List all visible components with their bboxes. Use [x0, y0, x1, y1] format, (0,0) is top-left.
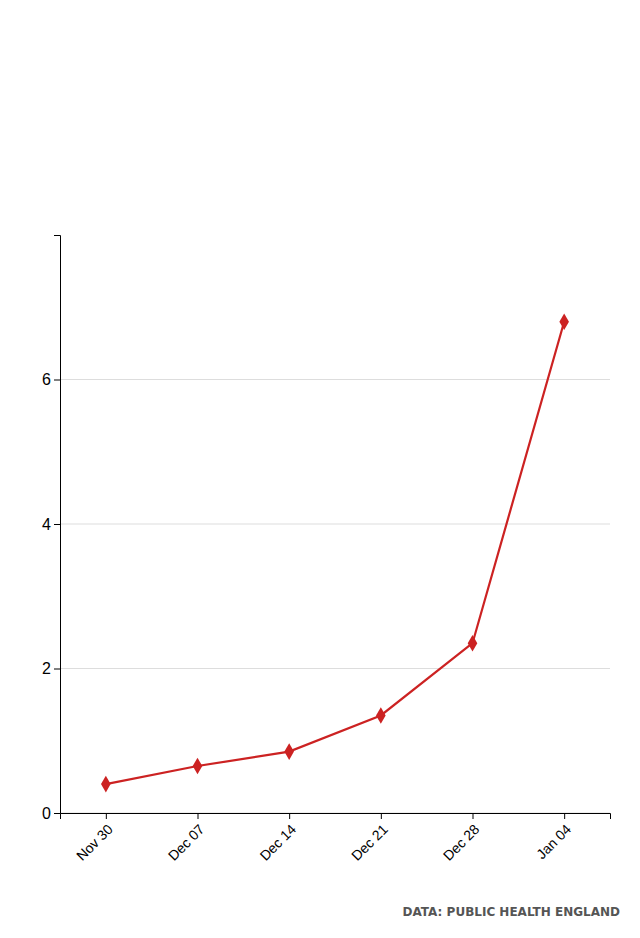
x-tick-mark	[106, 813, 107, 819]
y-tick-mark	[54, 669, 60, 670]
x-tick-mark	[289, 813, 290, 819]
x-tick-label: Nov 30	[73, 821, 116, 864]
marker	[284, 743, 294, 760]
x-tick-mark	[564, 813, 565, 819]
x-tick: Dec 21	[348, 813, 391, 864]
y-tick-mark	[54, 813, 60, 814]
y-tick: 4	[42, 516, 60, 533]
y-tick-mark	[54, 380, 60, 381]
x-tick: Dec 07	[165, 813, 208, 864]
x-tick-label: Dec 07	[165, 821, 208, 864]
y-tick: 6	[42, 371, 60, 388]
x-axis: Nov 30 Dec 07 Dec 14 Dec 21 Dec 28 Jan 04	[61, 813, 611, 864]
y-axis: 0 2 4 6	[42, 236, 60, 822]
grid	[60, 380, 610, 814]
y-tick-label: 0	[42, 805, 51, 822]
grid-line	[60, 379, 610, 380]
x-tick-label: Jan 04	[533, 821, 574, 862]
x-axis-line	[61, 814, 611, 820]
chart-container: 0 2 4 6 Nov 30 Dec 07 Dec 14 Dec 21 Dec 28 Jan 04…	[0, 0, 640, 938]
y-axis-line	[54, 236, 61, 814]
y-tick-mark	[54, 524, 60, 525]
x-tick: Jan 04	[533, 813, 574, 862]
y-tick-label: 2	[42, 660, 51, 677]
y-tick-label: 6	[42, 371, 51, 388]
x-tick: Dec 28	[440, 813, 483, 864]
marker	[101, 776, 111, 793]
x-tick-mark	[198, 813, 199, 819]
x-tick-label: Dec 21	[348, 821, 391, 864]
y-tick-label: 4	[42, 516, 51, 533]
x-tick: Dec 14	[256, 813, 299, 864]
series	[101, 313, 569, 792]
y-tick: 2	[42, 660, 60, 677]
chart-svg: 0 2 4 6 Nov 30 Dec 07 Dec 14 Dec 21 Dec 28 Jan 04…	[0, 0, 640, 938]
y-tick: 0	[42, 805, 60, 822]
x-tick-mark	[473, 813, 474, 819]
plot-area: 0 2 4 6 Nov 30 Dec 07 Dec 14 Dec 21 Dec 28 Jan 04	[42, 236, 610, 864]
marker	[376, 707, 386, 724]
x-tick-label: Dec 14	[256, 821, 299, 864]
grid-line	[60, 668, 610, 669]
marker	[468, 635, 478, 652]
x-tick-mark	[381, 813, 382, 819]
source-text: DATA: PUBLIC HEALTH ENGLAND	[403, 905, 620, 919]
marker	[193, 758, 203, 775]
line	[106, 322, 564, 784]
grid-line	[60, 524, 610, 525]
x-tick-label: Dec 28	[440, 821, 483, 864]
marker	[559, 313, 569, 330]
x-tick: Nov 30	[73, 813, 116, 864]
